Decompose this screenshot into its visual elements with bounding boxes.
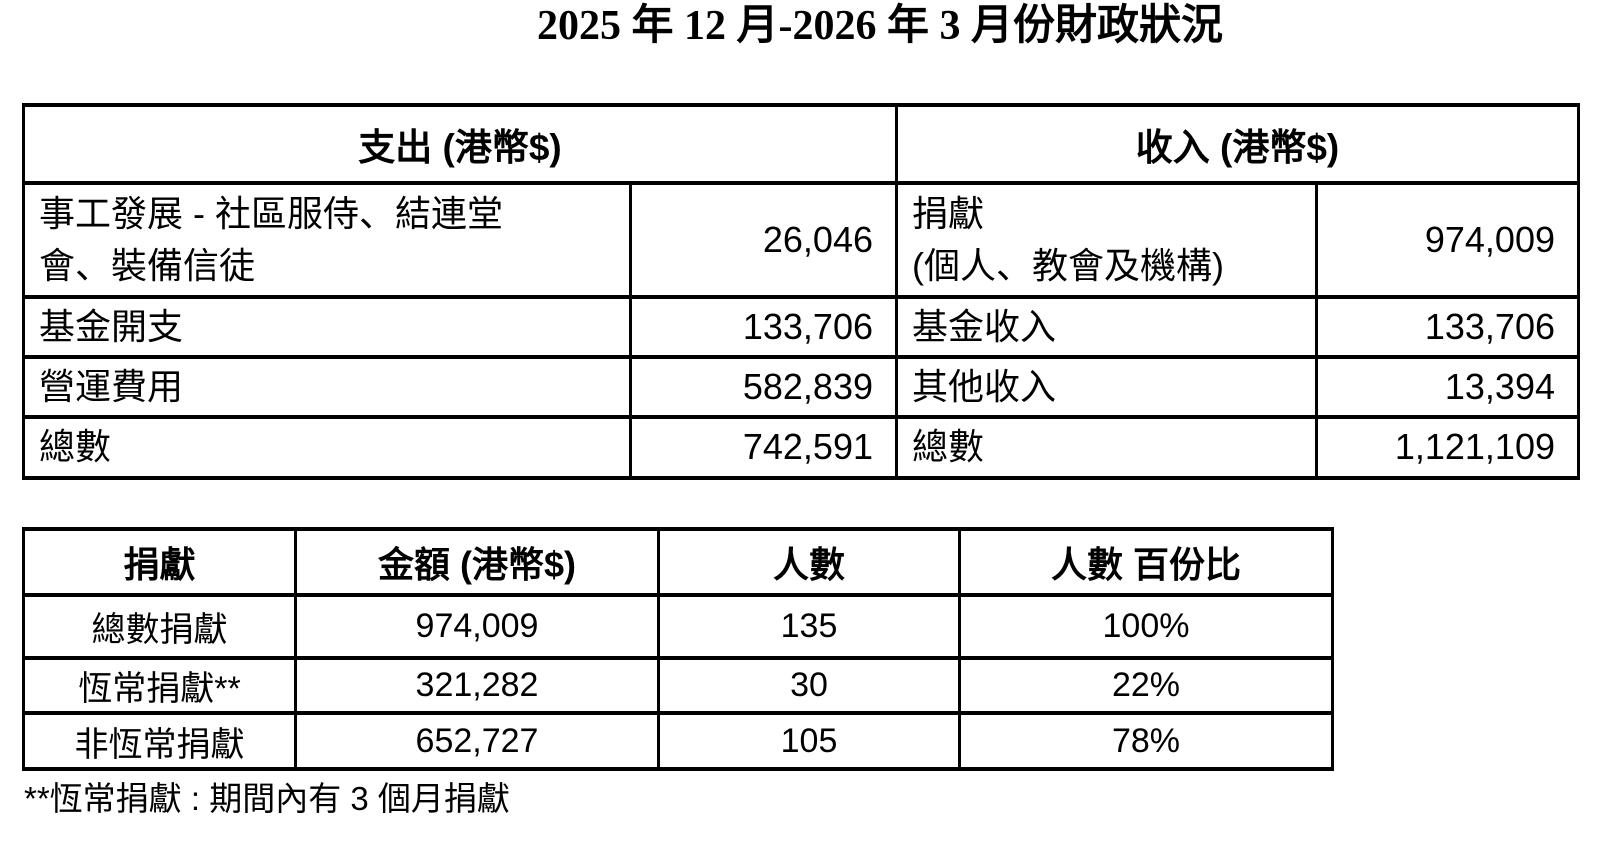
expenditure-total-label: 總數 <box>22 415 632 480</box>
table-row: 恆常捐獻** 321,282 30 22% <box>22 656 1334 715</box>
income-fund-value: 133,706 <box>1315 295 1580 360</box>
income-other-label: 其他收入 <box>895 355 1318 420</box>
total-donation-count: 135 <box>657 593 961 660</box>
expenditure-operating-label: 營運費用 <box>22 355 632 420</box>
expenditure-total-value: 742,591 <box>629 415 898 480</box>
footnote: **恆常捐獻 : 期間內有 3 個月捐獻 <box>24 780 510 817</box>
income-total-value: 1,121,109 <box>1315 415 1580 480</box>
amount-column-header: 金額 (港幣$) <box>294 527 660 597</box>
table-row: 營運費用 582,839 其他收入 13,394 <box>22 355 1580 420</box>
table-row: 非恆常捐獻 652,727 105 78% <box>22 711 1334 771</box>
table-row: 總數捐獻 974,009 135 100% <box>22 593 1334 660</box>
income-total-label: 總數 <box>895 415 1318 480</box>
regular-donation-label: 恆常捐獻** <box>22 656 297 715</box>
finance-table: 支出 (港幣$) 收入 (港幣$) 事工發展 - 社區服侍、結連堂 會、裝備信徒… <box>22 103 1580 480</box>
finance-table-header-row: 支出 (港幣$) 收入 (港幣$) <box>22 103 1580 185</box>
regular-donation-count: 30 <box>657 656 961 715</box>
nonregular-donation-percent: 78% <box>958 711 1334 771</box>
expenditure-fund-value: 133,706 <box>629 295 898 360</box>
expenditure-ministry-label: 事工發展 - 社區服侍、結連堂 會、裝備信徒 <box>22 181 632 299</box>
percent-column-header: 人數 百份比 <box>958 527 1334 597</box>
count-column-header: 人數 <box>657 527 961 597</box>
page-title: 2025 年 12 月-2026 年 3 月份財政狀況 <box>537 3 1223 49</box>
income-donation-label: 捐獻 (個人、教會及機構) <box>895 181 1318 299</box>
table-row: 總數 742,591 總數 1,121,109 <box>22 415 1580 480</box>
donation-table: 捐獻 金額 (港幣$) 人數 人數 百份比 總數捐獻 974,009 135 1… <box>22 527 1334 771</box>
income-header: 收入 (港幣$) <box>895 103 1580 185</box>
income-donation-value: 974,009 <box>1315 181 1580 299</box>
income-other-value: 13,394 <box>1315 355 1580 420</box>
income-fund-label: 基金收入 <box>895 295 1318 360</box>
regular-donation-amount: 321,282 <box>294 656 660 715</box>
donation-column-header: 捐獻 <box>22 527 297 597</box>
expenditure-fund-label: 基金開支 <box>22 295 632 360</box>
table-row: 基金開支 133,706 基金收入 133,706 <box>22 295 1580 360</box>
expenditure-ministry-value: 26,046 <box>629 181 898 299</box>
total-donation-percent: 100% <box>958 593 1334 660</box>
nonregular-donation-label: 非恆常捐獻 <box>22 711 297 771</box>
table-row: 事工發展 - 社區服侍、結連堂 會、裝備信徒 26,046 捐獻 (個人、教會及… <box>22 181 1580 299</box>
nonregular-donation-amount: 652,727 <box>294 711 660 771</box>
total-donation-amount: 974,009 <box>294 593 660 660</box>
donation-table-header-row: 捐獻 金額 (港幣$) 人數 人數 百份比 <box>22 527 1334 597</box>
expenditure-header: 支出 (港幣$) <box>22 103 898 185</box>
nonregular-donation-count: 105 <box>657 711 961 771</box>
expenditure-operating-value: 582,839 <box>629 355 898 420</box>
regular-donation-percent: 22% <box>958 656 1334 715</box>
total-donation-label: 總數捐獻 <box>22 593 297 660</box>
